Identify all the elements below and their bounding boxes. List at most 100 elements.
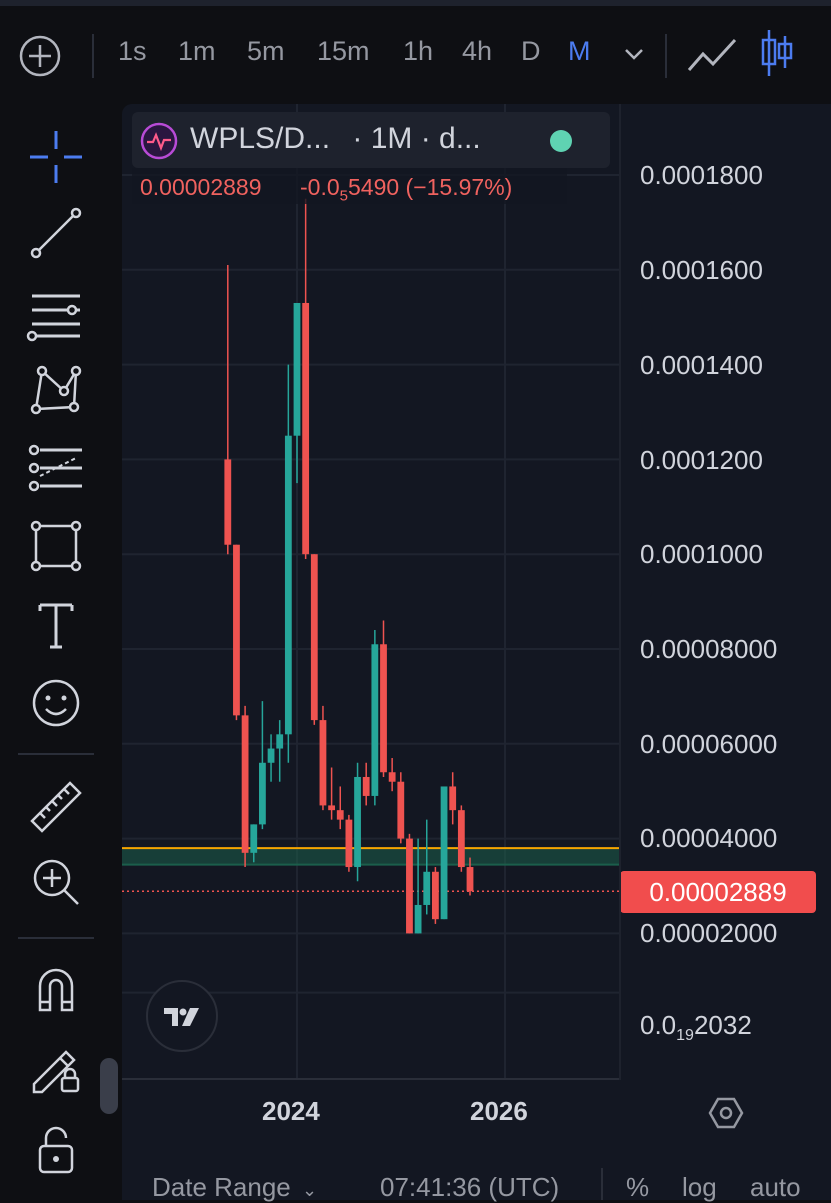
text-tool-icon[interactable] — [20, 595, 92, 655]
price-label-last-suffix: 2032 — [693, 1010, 752, 1040]
rectangle-icon[interactable] — [20, 516, 92, 576]
candle-body — [259, 762, 266, 825]
emoji-icon[interactable] — [20, 673, 92, 733]
date-range-button[interactable]: Date Range ⌄ — [152, 1172, 317, 1203]
candle-body — [380, 644, 387, 773]
price-label: 0.0001000 — [640, 539, 763, 569]
bottom-divider — [601, 1168, 603, 1200]
candle-body — [241, 715, 249, 853]
time-axis-border — [122, 1078, 620, 1080]
utc-clock[interactable]: 07:41:36 (UTC) — [380, 1172, 560, 1202]
candle-body — [457, 810, 465, 868]
toolbar-collapse-handle[interactable] — [100, 1058, 118, 1114]
candle-body — [233, 544, 240, 716]
candle-body — [276, 734, 284, 749]
price-label: 0.0001400 — [640, 350, 763, 380]
candle-body — [328, 805, 335, 811]
pattern-icon[interactable] — [20, 359, 92, 419]
candle-body — [440, 786, 448, 920]
candle-body — [284, 435, 292, 735]
percent-toggle[interactable]: % — [626, 1172, 650, 1202]
time-label: 2024 — [262, 1096, 320, 1126]
left-toolbar — [0, 104, 120, 1200]
candle-body — [414, 904, 422, 934]
candle-body — [449, 786, 457, 811]
chevron-down-icon[interactable] — [622, 44, 646, 64]
candle-body — [423, 871, 431, 905]
settings-icon[interactable] — [708, 1095, 744, 1131]
market-status-icon — [550, 130, 572, 152]
legend-values: 0.00002889 -0.055490 (−15.97%) — [132, 168, 567, 205]
candle-body — [406, 838, 413, 934]
price-label-last: 0.0192032 — [640, 1010, 752, 1045]
time-label: 2026 — [470, 1096, 528, 1126]
horizontal-lines-icon[interactable] — [20, 284, 92, 344]
price-label: 0.0001600 — [640, 255, 763, 285]
toolbar-divider — [665, 34, 667, 78]
legend-change-suffix: 5490 — [347, 174, 400, 200]
legend-symbol: WPLS/D... — [190, 122, 331, 155]
top-toolbar: 1s 1m 5m 15m 1h 4h D M — [0, 0, 831, 104]
legend-change-prefix: -0.0 — [300, 174, 340, 200]
candle-body — [310, 554, 318, 721]
price-label-last-sub: 19 — [676, 1027, 694, 1045]
legend-header[interactable] — [132, 112, 610, 168]
tradingview-logo[interactable] — [146, 980, 218, 1052]
lock-drawings-icon[interactable] — [20, 1038, 92, 1098]
forecast-icon[interactable] — [20, 438, 92, 498]
candle-body — [336, 810, 344, 820]
candle-body — [466, 867, 474, 892]
legend-change-sub: 5 — [339, 187, 348, 205]
candle-body — [250, 824, 258, 853]
price-label: 0.0001200 — [640, 445, 763, 475]
ruler-icon[interactable] — [20, 777, 92, 837]
magnet-icon[interactable] — [20, 960, 92, 1020]
trend-line-icon[interactable] — [20, 203, 92, 263]
candle-body — [354, 776, 361, 868]
tf-1h[interactable]: 1h — [403, 36, 434, 66]
crosshair-icon[interactable] — [20, 127, 92, 187]
current-price-label: 0.00002889 — [620, 871, 816, 913]
candle-body — [319, 720, 327, 806]
left-toolbar-divider — [18, 753, 94, 755]
price-label: 0.00002000 — [640, 918, 778, 948]
candles-icon[interactable] — [758, 26, 796, 80]
unlock-icon[interactable] — [20, 1120, 92, 1180]
tf-d[interactable]: D — [521, 36, 541, 66]
add-symbol-icon[interactable] — [18, 34, 62, 78]
legend-change-pct: (−15.97%) — [405, 174, 513, 200]
price-label-last-prefix: 0.0 — [640, 1010, 677, 1040]
line-chart-icon[interactable] — [686, 34, 738, 78]
symbol-logo-icon — [140, 122, 178, 160]
legend-interval: · 1M · d... — [352, 122, 481, 155]
candle-body — [345, 819, 353, 868]
log-toggle[interactable]: log — [682, 1172, 717, 1202]
price-axis-border — [619, 104, 621, 1080]
auto-toggle[interactable]: auto — [750, 1172, 801, 1202]
candle-body — [388, 772, 396, 782]
candle-body — [302, 302, 310, 555]
legend-change: -0.055490 (−15.97%) — [300, 174, 512, 205]
price-label: 0.00008000 — [640, 634, 778, 664]
price-label: 0.0001800 — [640, 160, 763, 190]
candle-body — [293, 302, 301, 436]
legend-close: 0.00002889 — [140, 174, 262, 200]
tf-5m[interactable]: 5m — [247, 36, 285, 66]
candle-body — [224, 459, 232, 545]
candle-body — [371, 644, 379, 796]
top-edge — [0, 0, 831, 6]
tf-4h[interactable]: 4h — [462, 36, 493, 66]
support-band — [122, 848, 619, 865]
price-label: 0.00004000 — [640, 823, 778, 853]
chart-pane[interactable] — [122, 104, 831, 1200]
tf-15m[interactable]: 15m — [317, 36, 370, 66]
left-toolbar-divider — [18, 937, 94, 939]
zoom-in-icon[interactable] — [20, 852, 92, 912]
tf-1m[interactable]: 1m — [178, 36, 216, 66]
candle-body — [432, 871, 439, 920]
candle-body — [397, 781, 405, 839]
tf-1s[interactable]: 1s — [118, 36, 147, 66]
candle-body — [267, 748, 275, 763]
tf-m[interactable]: M — [568, 36, 591, 66]
candle-body — [362, 776, 370, 796]
